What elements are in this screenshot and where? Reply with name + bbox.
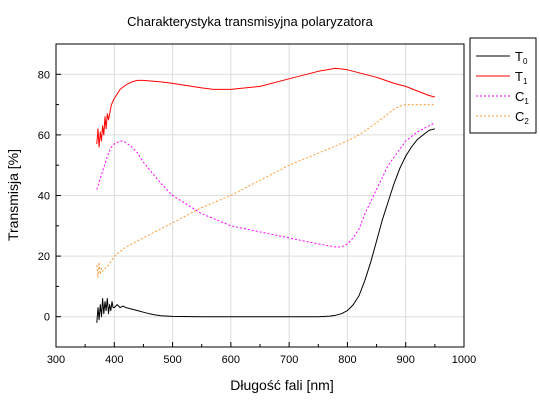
y-tick-label: 40 [38,191,50,203]
series-line-t1 [96,67,436,148]
chart-title: Charakterystyka transmisyjna polaryzator… [127,14,373,29]
series-line-c1 [96,122,436,248]
y-tick-label: 0 [44,312,50,324]
x-tick-label: 300 [47,354,65,366]
y-tick-label: 20 [38,251,50,263]
y-axis-label: Transmisja [%] [5,149,21,241]
x-tick-label: 600 [222,354,240,366]
x-tick-label: 700 [280,354,298,366]
x-axis-label: Długość fali [nm] [230,377,333,393]
series-line-c2 [96,104,435,278]
x-tick-label: 500 [163,354,181,366]
series-layer [96,67,436,323]
legend-box [469,37,537,134]
x-tick-label: 900 [397,354,415,366]
x-tick-label: 1000 [452,354,476,366]
x-tick-label: 400 [105,354,123,366]
x-tick-label: 800 [338,354,356,366]
y-tick-label: 80 [38,69,50,81]
y-tick-label: 60 [38,130,50,142]
series-line-t0 [96,128,436,323]
axis-ticks: 300 400 500 600 700 800 900 1000 0 20 40 60 80 [38,69,476,366]
grid [56,44,464,347]
